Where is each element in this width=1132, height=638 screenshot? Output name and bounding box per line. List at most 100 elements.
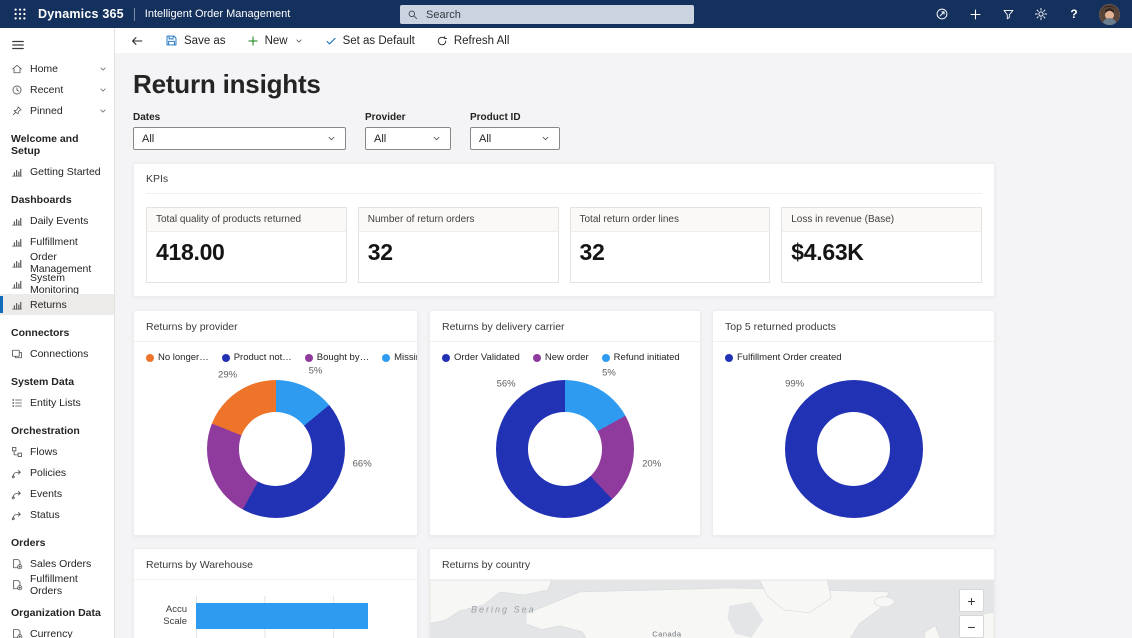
- bar-chart[interactable]: Accu ScaleAirport XLCupping Glass: [142, 596, 401, 638]
- sidebar-item-label: Entity Lists: [30, 397, 81, 409]
- legend-item-refund-initiated[interactable]: Refund initiated: [602, 352, 680, 363]
- donut-chart[interactable]: [785, 380, 923, 518]
- legend-item-bought-by[interactable]: Bought by…: [305, 352, 369, 363]
- filter-icon[interactable]: [1000, 6, 1016, 22]
- chevron-down-icon[interactable]: [98, 85, 108, 95]
- clock-icon: [11, 84, 23, 96]
- branch-icon: [11, 509, 23, 521]
- sidebar-item-label: Fulfillment Orders: [30, 573, 108, 597]
- sidebar-item-events[interactable]: Events: [0, 483, 114, 504]
- legend-item-new-order[interactable]: New order: [533, 352, 589, 363]
- sidebar-item-currency[interactable]: Currency: [0, 623, 114, 638]
- app-launcher-icon[interactable]: [12, 6, 28, 22]
- kpi-label: Loss in revenue (Base): [782, 208, 981, 232]
- donut-chart[interactable]: [496, 380, 634, 518]
- chart-legend: No longer… Product not… Bought by… Missing: [134, 342, 417, 363]
- map-zoom-out-button[interactable]: −: [959, 615, 984, 638]
- legend-dot: [305, 354, 313, 362]
- sidebar-item-recent[interactable]: Recent: [0, 79, 114, 100]
- sidebar-item-order-management[interactable]: Order Management: [0, 252, 114, 273]
- donut-percent-label: 56%: [497, 378, 516, 389]
- sidebar-item-label: Home: [30, 63, 58, 75]
- save-as-button[interactable]: Save as: [165, 34, 226, 47]
- sidebar-item-status[interactable]: Status: [0, 504, 114, 525]
- sidebar-item-connections[interactable]: Connections: [0, 343, 114, 364]
- world-map[interactable]: Bering SeaCanadaUnited StatesNorth Pacif…: [430, 580, 994, 638]
- sidebar-item-label: Policies: [30, 467, 66, 479]
- new-button[interactable]: New: [247, 35, 304, 47]
- chevron-down-icon[interactable]: [98, 106, 108, 116]
- doc-icon: [11, 628, 23, 638]
- refresh-all-button[interactable]: Refresh All: [436, 35, 510, 47]
- sitemap-toggle-icon[interactable]: [0, 35, 114, 58]
- donut-percent-label: 99%: [785, 378, 804, 389]
- filter-dropdown-dates[interactable]: All: [133, 127, 346, 150]
- sidebar-item-pinned[interactable]: Pinned: [0, 100, 114, 121]
- sidebar: Home Recent PinnedWelcome and Setup Getting…: [0, 28, 115, 638]
- chevron-down-icon[interactable]: [98, 64, 108, 74]
- bar-track: [196, 596, 401, 636]
- filter-bar: DatesAllProviderAllProduct IDAll: [133, 112, 1132, 150]
- chevron-down-icon: [431, 133, 442, 144]
- legend-item-order-validated[interactable]: Order Validated: [442, 352, 520, 363]
- filter-value: All: [142, 133, 154, 145]
- sidebar-item-label: Sales Orders: [30, 558, 91, 570]
- donut-percent-label: 66%: [353, 459, 372, 470]
- kpi-card-total-return-order-lines: Total return order lines32: [570, 207, 771, 283]
- filter-dropdown-product-id[interactable]: All: [470, 127, 560, 150]
- sidebar-item-label: Currency: [30, 628, 73, 638]
- refresh-icon: [436, 35, 448, 47]
- chart-title: Returns by delivery carrier: [430, 311, 700, 342]
- brand-title[interactable]: Dynamics 365: [38, 7, 124, 21]
- check-icon: [325, 35, 337, 47]
- legend-item-no-longer[interactable]: No longer…: [146, 352, 209, 363]
- sidebar-item-home[interactable]: Home: [0, 58, 114, 79]
- branch-icon: [11, 488, 23, 500]
- new-label: New: [265, 35, 288, 47]
- chevron-down-icon: [294, 36, 304, 46]
- map-zoom-in-button[interactable]: +: [959, 589, 984, 612]
- filter-provider: ProviderAll: [365, 112, 451, 150]
- sidebar-item-daily-events[interactable]: Daily Events: [0, 210, 114, 231]
- sidebar-item-returns[interactable]: Returns: [0, 294, 114, 315]
- sidebar-item-sales-orders[interactable]: Sales Orders: [0, 553, 114, 574]
- compass-icon[interactable]: [934, 6, 950, 22]
- donut-hole: [528, 412, 601, 485]
- user-avatar[interactable]: [1099, 4, 1120, 25]
- legend-item-missing[interactable]: Missing: [382, 352, 418, 363]
- sidebar-item-getting-started[interactable]: Getting Started: [0, 161, 114, 182]
- app-name[interactable]: Intelligent Order Management: [145, 8, 291, 20]
- help-icon[interactable]: ?: [1066, 6, 1082, 22]
- chart-card-returns-by-country: Returns by country: [429, 548, 995, 638]
- settings-gear-icon[interactable]: [1033, 6, 1049, 22]
- search-box[interactable]: [400, 5, 694, 24]
- kpi-value: 418.00: [147, 232, 346, 282]
- search-input[interactable]: [424, 8, 687, 22]
- legend-item-product-not[interactable]: Product not…: [222, 352, 292, 363]
- set-as-default-button[interactable]: Set as Default: [325, 35, 415, 47]
- legend-label: No longer…: [158, 352, 209, 363]
- sidebar-item-policies[interactable]: Policies: [0, 462, 114, 483]
- sidebar-item-system-monitoring[interactable]: System Monitoring: [0, 273, 114, 294]
- chart-icon: [11, 236, 23, 248]
- sidebar-item-label: Recent: [30, 84, 63, 96]
- sidebar-section-orders: Orders: [0, 525, 114, 553]
- bar-accu-scale[interactable]: [196, 603, 368, 629]
- legend-item-fulfillment-order-created[interactable]: Fulfillment Order created: [725, 352, 842, 363]
- chart-icon: [11, 299, 23, 311]
- save-icon: [165, 34, 178, 47]
- sidebar-item-flows[interactable]: Flows: [0, 441, 114, 462]
- filter-dropdown-provider[interactable]: All: [365, 127, 451, 150]
- sidebar-section-welcome-and-setup: Welcome and Setup: [0, 121, 114, 161]
- legend-dot: [725, 354, 733, 362]
- sidebar-item-label: Returns: [30, 299, 67, 311]
- donut-chart[interactable]: [207, 380, 345, 518]
- sidebar-item-entity-lists[interactable]: Entity Lists: [0, 392, 114, 413]
- legend-label: Bought by…: [317, 352, 369, 363]
- kpi-label: Total return order lines: [571, 208, 770, 232]
- back-button[interactable]: [130, 34, 144, 48]
- sidebar-item-fulfillment-orders[interactable]: Fulfillment Orders: [0, 574, 114, 595]
- sidebar-item-label: Getting Started: [30, 166, 101, 178]
- add-icon[interactable]: [967, 6, 983, 22]
- sidebar-item-fulfillment[interactable]: Fulfillment: [0, 231, 114, 252]
